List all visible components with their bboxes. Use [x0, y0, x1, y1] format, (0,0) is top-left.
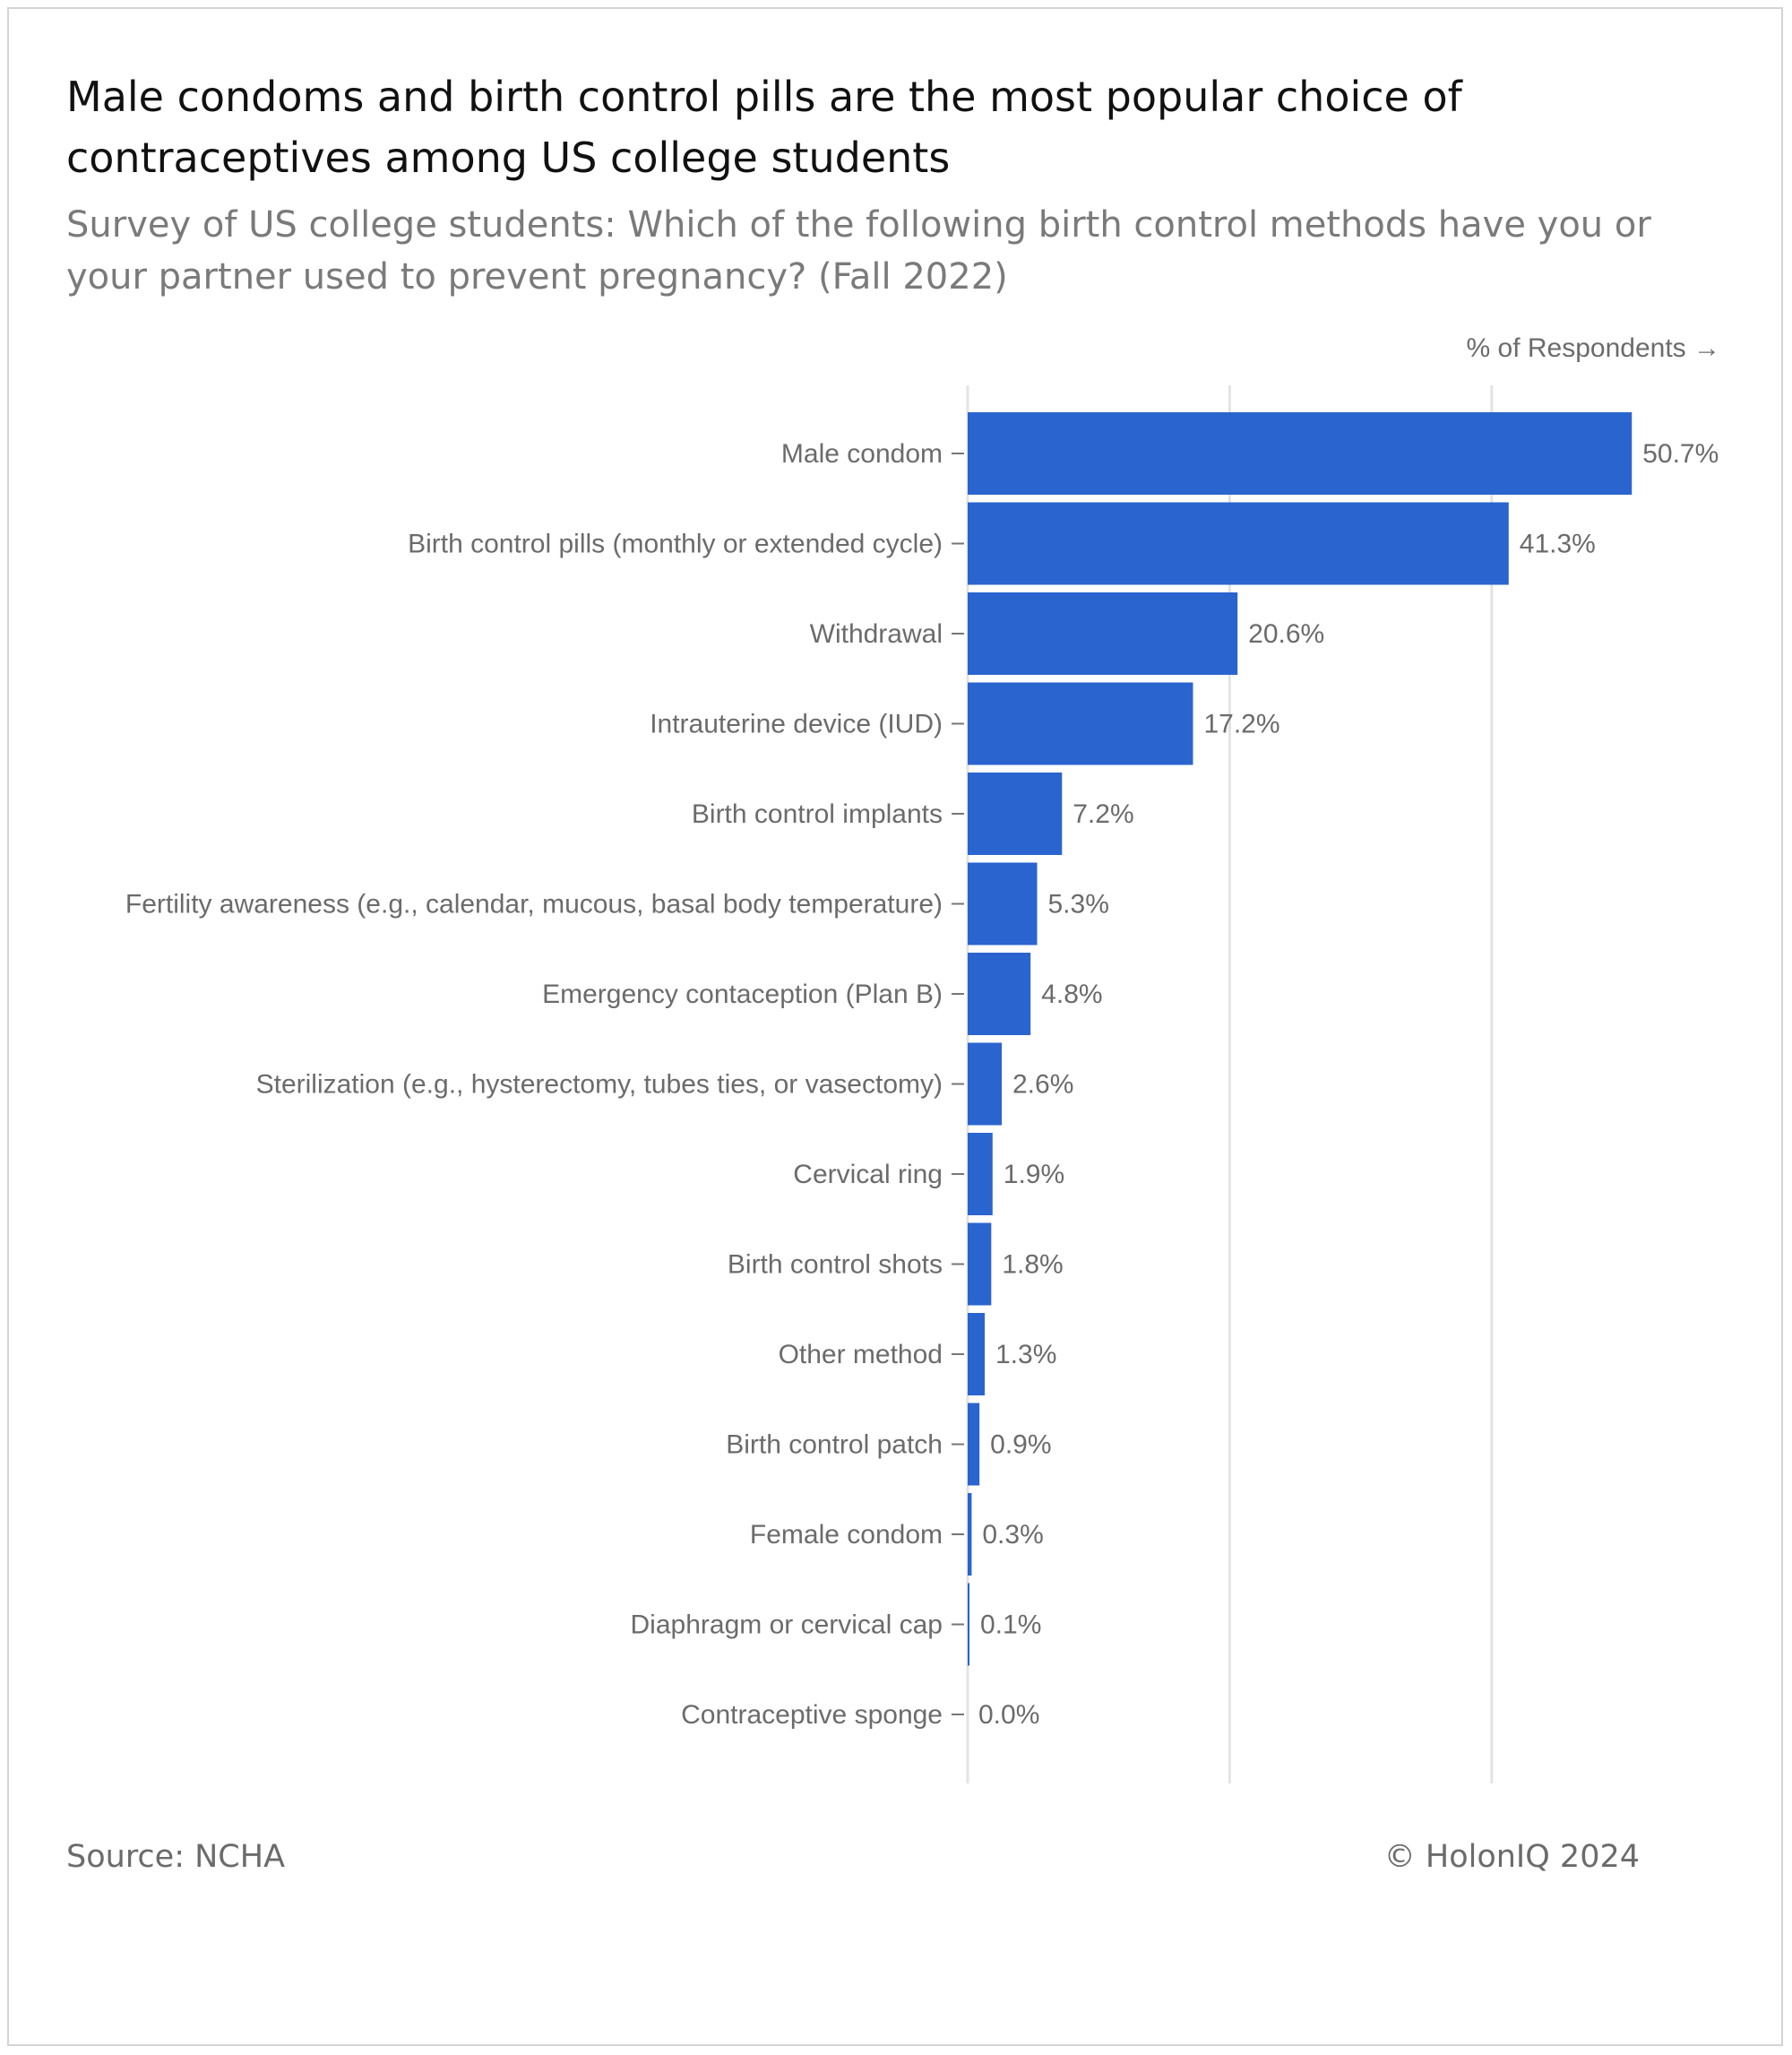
category-label: Birth control shots — [728, 1250, 943, 1280]
bar — [968, 862, 1038, 945]
category-label: Sterilization (e.g., hysterectomy, tubes… — [256, 1070, 943, 1100]
chart-title: Male condoms and birth control pills are… — [66, 73, 1462, 182]
value-label: 1.3% — [995, 1340, 1056, 1369]
bar — [968, 592, 1238, 675]
value-label: 1.8% — [1002, 1250, 1063, 1280]
value-label: 0.3% — [982, 1520, 1043, 1550]
category-label: Birth control pills (monthly or extended… — [408, 530, 943, 559]
category-label: Emergency contaception (Plan B) — [542, 980, 943, 1009]
x-axis-label: % of Respondents → — [1467, 333, 1721, 363]
bar — [968, 773, 1063, 855]
bar — [968, 1493, 972, 1576]
bar — [968, 1583, 969, 1666]
bar-chart: % of Respondents → Male condom 50.7% Birth… — [125, 333, 1721, 1783]
value-label: 50.7% — [1642, 439, 1719, 469]
copyright-note: © HolonIQ 2024 — [1383, 1839, 1640, 1875]
category-label: Diaphragm or cervical cap — [631, 1610, 943, 1640]
value-label: 17.2% — [1203, 710, 1279, 739]
value-label: 7.2% — [1073, 799, 1133, 829]
value-label: 41.3% — [1520, 530, 1596, 559]
category-label: Fertility awareness (e.g., calendar, muc… — [125, 890, 943, 920]
category-label: Withdrawal — [810, 619, 943, 649]
bar — [968, 682, 1193, 765]
category-label: Female condom — [750, 1520, 943, 1550]
category-label: Contraceptive sponge — [681, 1700, 943, 1730]
bar — [968, 953, 1031, 1035]
bar — [968, 412, 1633, 495]
chart-card — [7, 7, 1783, 2046]
value-label: 2.6% — [1012, 1070, 1073, 1100]
value-label: 20.6% — [1248, 619, 1324, 649]
value-label: 0.1% — [980, 1610, 1041, 1640]
chart-subtitle: Survey of US college students: Which of … — [66, 204, 1651, 298]
category-label: Birth control patch — [726, 1430, 943, 1460]
bar — [968, 1133, 993, 1215]
category-label: Male condom — [781, 439, 943, 469]
bar — [968, 1042, 1003, 1126]
value-label: 5.3% — [1047, 890, 1108, 920]
value-label: 1.9% — [1004, 1160, 1064, 1189]
value-label: 4.8% — [1041, 980, 1102, 1009]
bar — [968, 1403, 980, 1486]
value-label: 0.9% — [990, 1430, 1051, 1460]
bar — [968, 1222, 992, 1306]
category-label: Cervical ring — [793, 1160, 943, 1189]
source-note: Source: NCHA — [66, 1839, 286, 1875]
bar — [968, 502, 1509, 585]
category-label: Birth control implants — [692, 799, 943, 829]
bars: Male condom 50.7% Birth control pills (mon… — [125, 412, 1719, 1730]
bar — [968, 1313, 986, 1395]
category-label: Intrauterine device (IUD) — [650, 710, 943, 739]
value-label: 0.0% — [978, 1700, 1039, 1730]
category-label: Other method — [779, 1340, 943, 1369]
